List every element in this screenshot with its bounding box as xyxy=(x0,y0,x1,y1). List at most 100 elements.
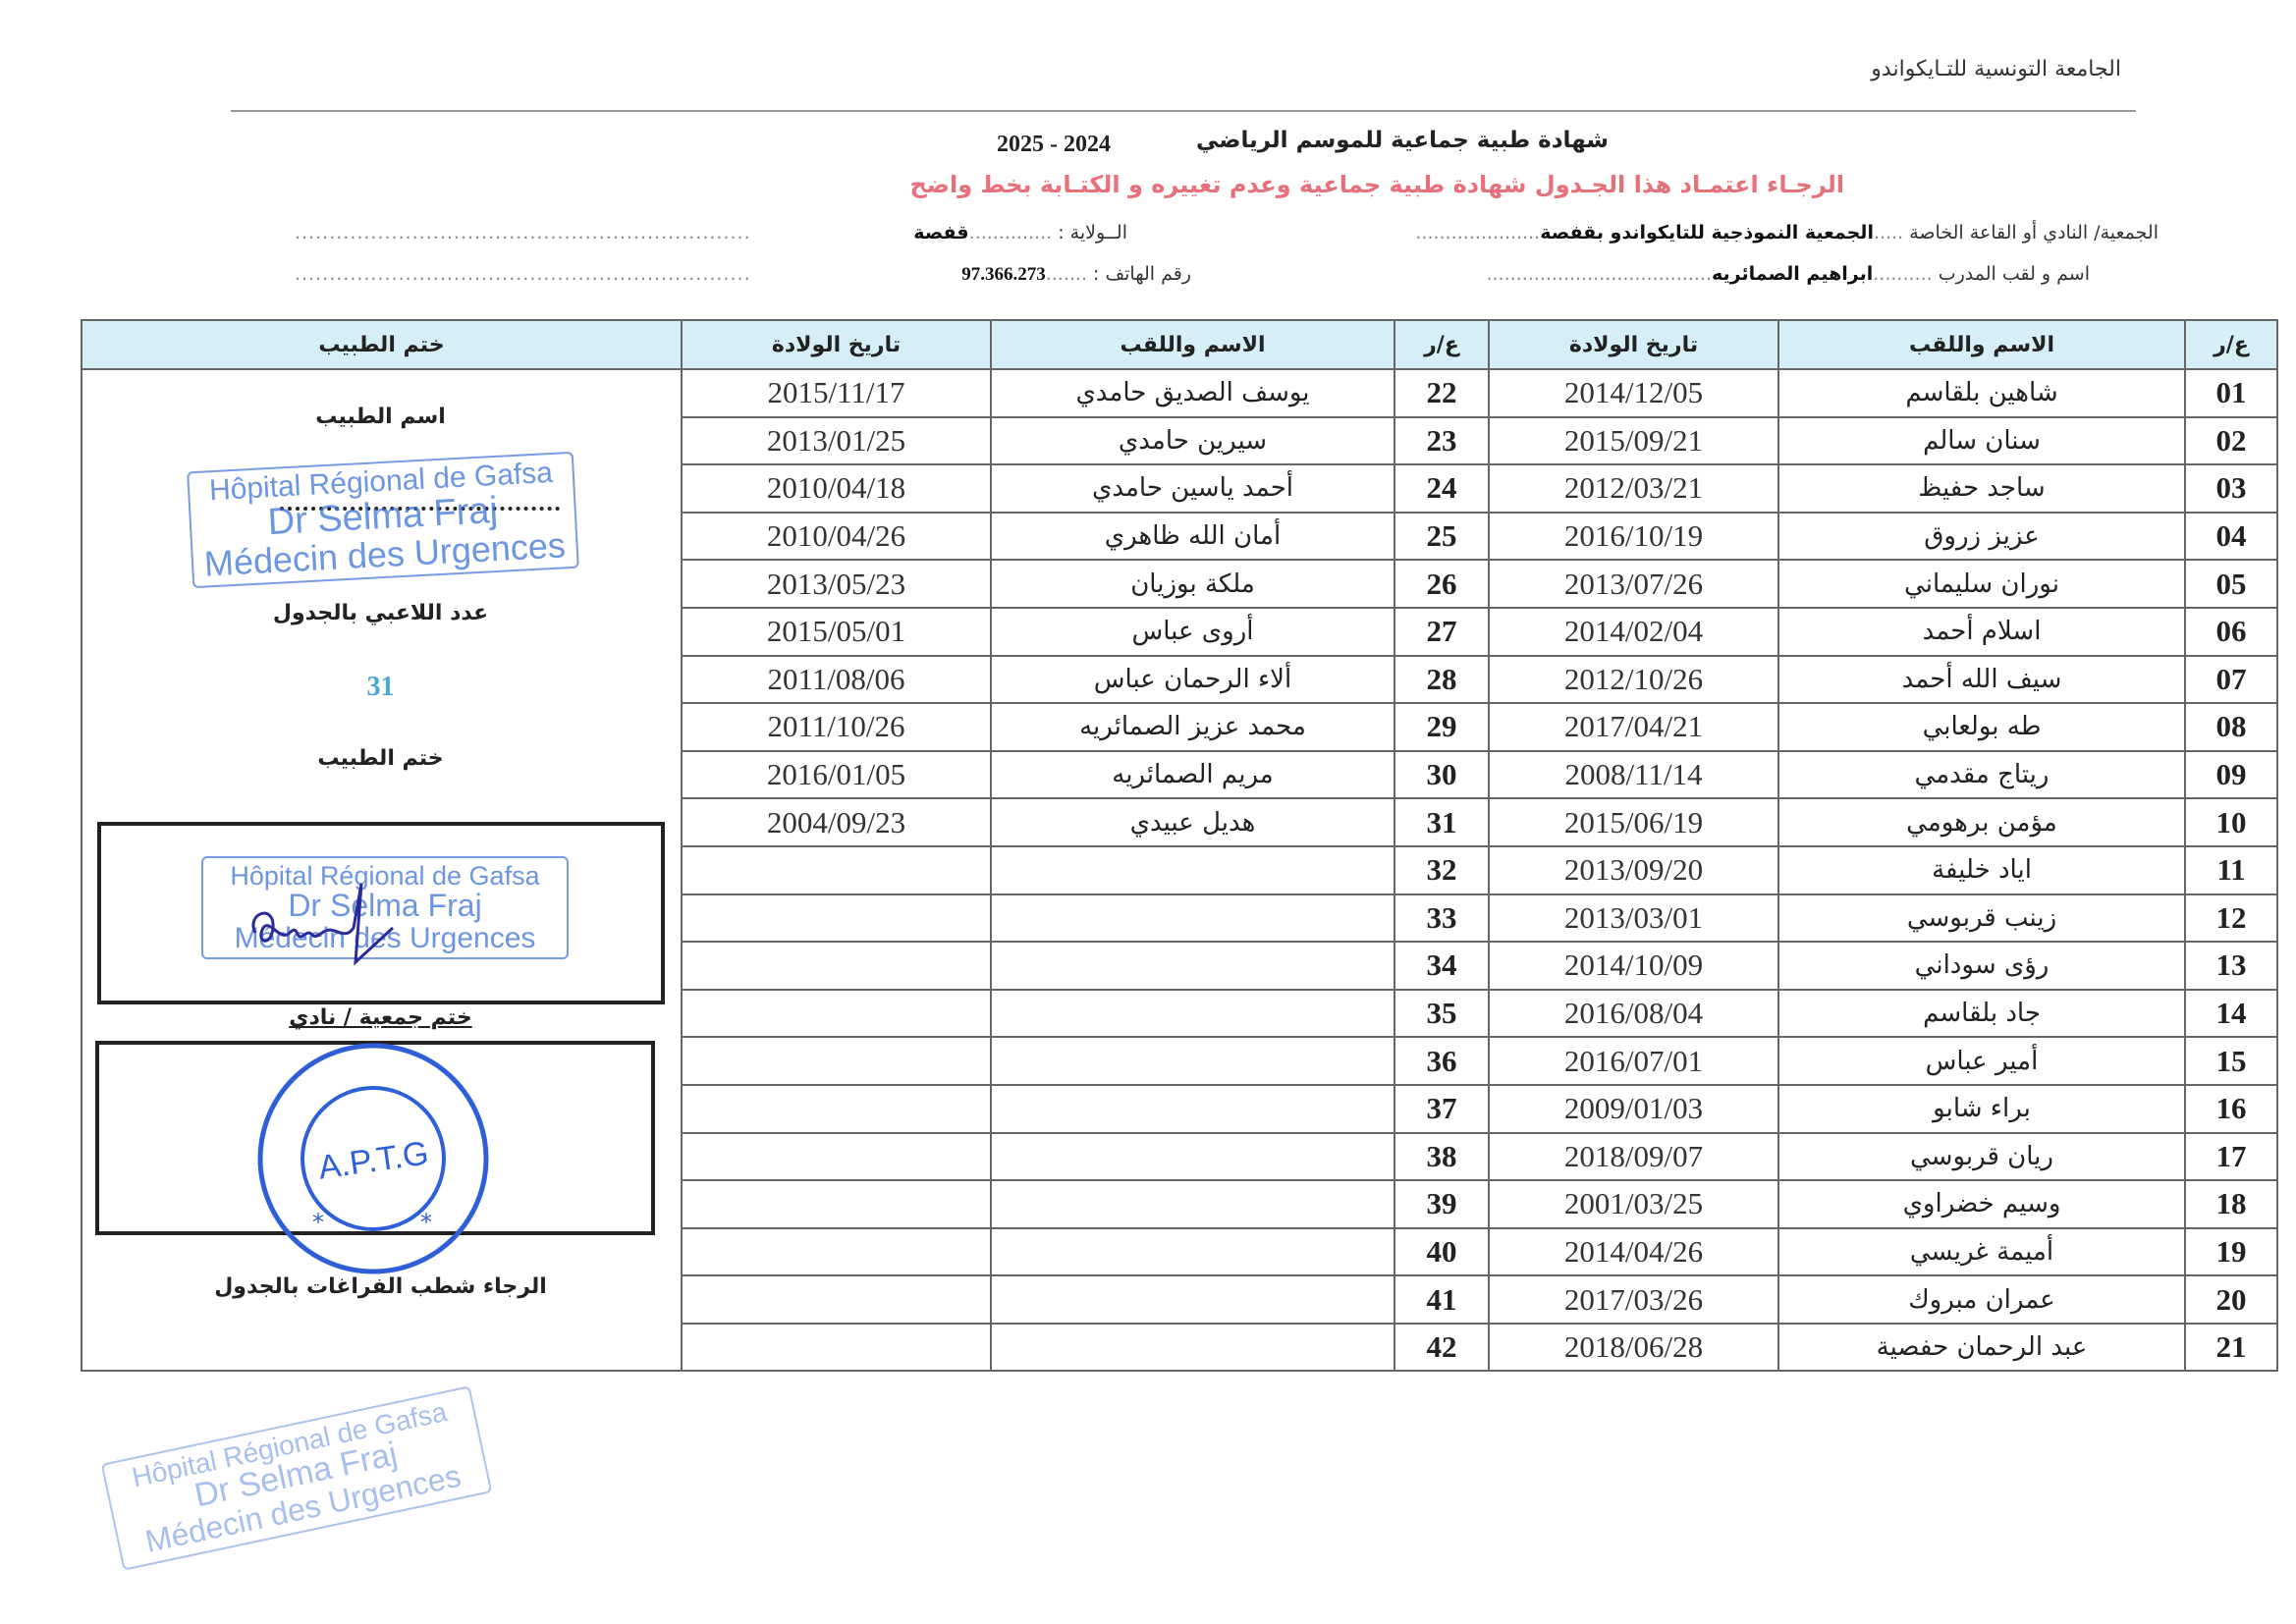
row-number: 38 xyxy=(1394,1131,1490,1182)
coach-label: اسم و لقب المدرب xyxy=(1938,263,2090,285)
table-row: 06 اسلام أحمد 2014/02/04 27 أروى عباس 2015/05… xyxy=(82,606,2278,657)
svg-text:*: * xyxy=(312,1209,324,1236)
player-name xyxy=(990,1083,1395,1134)
birth-date: 2015/09/21 xyxy=(1488,415,1779,466)
row-number: 30 xyxy=(1394,749,1490,800)
player-name: اسلام أحمد xyxy=(1777,606,2186,657)
player-name xyxy=(990,893,1395,944)
row-number: 20 xyxy=(2184,1274,2278,1325)
row-number: 35 xyxy=(1394,988,1490,1039)
birth-date: 2004/09/23 xyxy=(681,797,992,847)
player-name: ريتاج مقدمي xyxy=(1777,749,2186,800)
birth-date: 2010/04/18 xyxy=(681,463,992,514)
birth-date: 2012/10/26 xyxy=(1488,654,1779,705)
row-number: 14 xyxy=(2184,988,2278,1039)
table-row: 05 نوران سليماني 2013/07/26 26 ملكة بوزيان 20… xyxy=(82,559,2278,609)
player-name: ألاء الرحمان عباس xyxy=(990,654,1395,705)
club-field: الجمعية/ النادي أو القاعة الخاصة .....ال… xyxy=(1415,222,2159,244)
birth-date: 2014/12/05 xyxy=(1488,368,1779,418)
row-number: 08 xyxy=(2184,702,2278,752)
row-number: 17 xyxy=(2184,1131,2278,1182)
table-row: 20 عمران مبروك 2017/03/26 41 xyxy=(82,1274,2278,1325)
table-row: 18 وسيم خضراوي 2001/03/25 39 xyxy=(82,1179,2278,1229)
birth-date xyxy=(681,1083,992,1134)
player-name: ملكة بوزيان xyxy=(990,559,1395,609)
player-name: يوسف الصديق حامدي xyxy=(990,368,1395,418)
row-number: 40 xyxy=(1394,1226,1490,1277)
doctor-stamp-box xyxy=(97,822,665,1004)
row-number: 22 xyxy=(1394,368,1490,418)
row-number: 16 xyxy=(2184,1083,2278,1134)
player-name xyxy=(990,941,1395,991)
players-table: ع/ر الاسم واللقب تاريخ الولادة ع/ر الاسم… xyxy=(81,319,2278,1373)
table-row: 07 سيف الله أحمد 2012/10/26 28 ألاء الرحمان … xyxy=(82,654,2278,705)
birth-date: 2016/08/04 xyxy=(1488,988,1779,1039)
birth-date xyxy=(681,1179,992,1229)
birth-date: 2013/03/01 xyxy=(1488,893,1779,944)
table-row: 02 سنان سالم 2015/09/21 23 سيرين حامدي 2013/0… xyxy=(82,415,2278,466)
birth-date: 2011/08/06 xyxy=(681,654,992,705)
players-count-label: عدد اللاعبي بالجدول xyxy=(272,601,489,625)
birth-date: 2009/01/03 xyxy=(1488,1083,1779,1134)
row-number: 15 xyxy=(2184,1036,2278,1086)
hospital-stamp: Hôpital Régional de Gafsa Dr Selma Fraj … xyxy=(100,1385,493,1571)
season: 2025 - 2024 xyxy=(997,132,1111,157)
row-number: 21 xyxy=(2184,1322,2278,1373)
row-number: 10 xyxy=(2184,797,2278,847)
col-birth-2: تاريخ الولادة xyxy=(681,319,992,370)
coach-value: ابراهيم الصمائريه xyxy=(1711,263,1874,285)
table-row: 12 زينب قربوسي 2013/03/01 33 xyxy=(82,893,2278,944)
row-number: 27 xyxy=(1394,606,1490,657)
birth-date: 2008/11/14 xyxy=(1488,749,1779,800)
birth-date xyxy=(681,1322,992,1373)
stamp-text: Médecin des Urgences xyxy=(234,921,536,954)
player-name: سنان سالم xyxy=(1777,415,2186,466)
row-number: 01 xyxy=(2184,368,2278,418)
birth-date: 2013/09/20 xyxy=(1488,844,1779,895)
doctor-signature xyxy=(251,883,395,966)
row-number: 06 xyxy=(2184,606,2278,657)
player-name: وسيم خضراوي xyxy=(1777,1179,2186,1229)
player-name: عزيز زروق xyxy=(1777,511,2186,562)
federation-name: الجامعة التونسية للتـايكواندو xyxy=(1871,57,2121,81)
row-number: 24 xyxy=(1394,463,1490,514)
row-number: 07 xyxy=(2184,654,2278,705)
row-number: 05 xyxy=(2184,559,2278,609)
player-name xyxy=(990,844,1395,895)
birth-date: 2011/10/26 xyxy=(681,702,992,752)
birth-date: 2013/05/23 xyxy=(681,559,992,609)
player-name: اياد خليفة xyxy=(1777,844,2186,895)
club-label: الجمعية/ النادي أو القاعة الخاصة xyxy=(1909,222,2159,244)
header-divider xyxy=(231,110,2136,112)
stamp-text: Dr Selma Fraj xyxy=(288,888,482,924)
player-name: جاد بلقاسم xyxy=(1777,988,2186,1039)
table-row: 01 شاهين بلقاسم 2014/12/05 22 يوسف الصديق حا… xyxy=(81,367,2278,1373)
player-name: سيف الله أحمد xyxy=(1777,654,2186,705)
row-number: 33 xyxy=(1394,893,1490,944)
table-row: 10 مؤمن برهومي 2015/06/19 31 هديل عبيدي 2004/… xyxy=(82,797,2278,847)
row-number: 41 xyxy=(1394,1274,1490,1325)
player-name xyxy=(990,1036,1395,1086)
birth-date: 2018/06/28 xyxy=(1488,1322,1779,1373)
col-doctor-stamp: ختم الطبيب xyxy=(81,319,683,370)
birth-date: 2014/04/26 xyxy=(1488,1226,1779,1277)
hospital-stamp: Hôpital Régional de Gafsa Dr Selma Fraj … xyxy=(187,451,579,589)
player-name: ساجد حفيظ xyxy=(1777,463,2186,514)
club-stamp-label: ختم جمعية / نادي xyxy=(289,1005,472,1030)
col-name: الاسم واللقب xyxy=(1777,319,2186,370)
player-name: مؤمن برهومي xyxy=(1777,797,2186,847)
player-name: نوران سليماني xyxy=(1777,559,2186,609)
club-stamp-box xyxy=(95,1041,655,1235)
player-name xyxy=(990,1131,1395,1182)
col-birth: تاريخ الولادة xyxy=(1488,319,1779,370)
player-name xyxy=(990,1226,1395,1277)
coach-field: اسم و لقب المدرب ..........ابراهيم الصما… xyxy=(1486,263,2090,285)
table-row: 11 اياد خليفة 2013/09/20 32 xyxy=(82,844,2278,895)
row-number: 31 xyxy=(1394,797,1490,847)
row-number: 25 xyxy=(1394,511,1490,562)
table-row: 13 رؤى سوداني 2014/10/09 34 xyxy=(82,941,2278,991)
table-row: 04 عزيز زروق 2016/10/19 25 أمان الله ظاهري 20… xyxy=(82,511,2278,562)
row-number: 04 xyxy=(2184,511,2278,562)
birth-date xyxy=(681,988,992,1039)
birth-date xyxy=(681,844,992,895)
